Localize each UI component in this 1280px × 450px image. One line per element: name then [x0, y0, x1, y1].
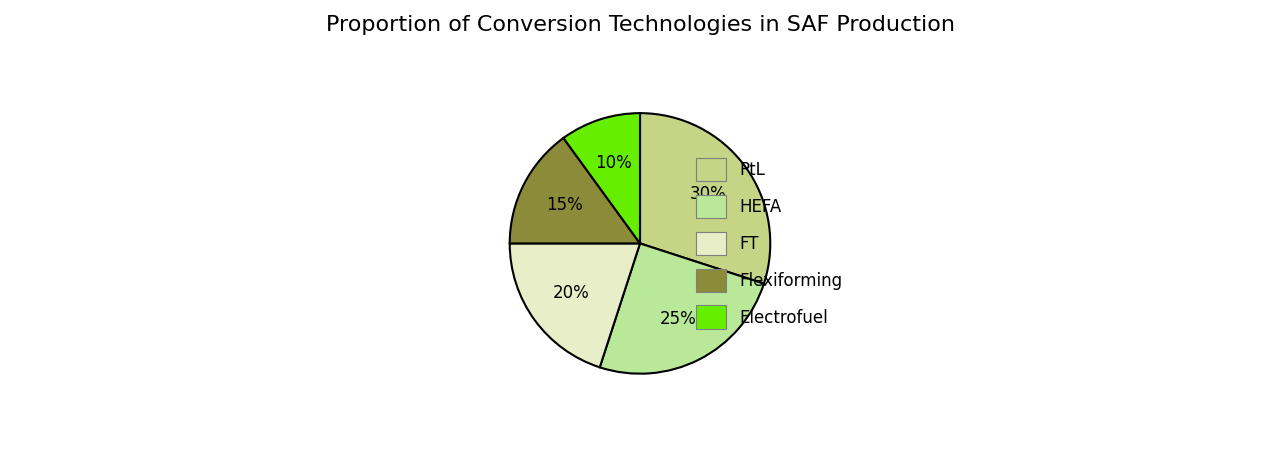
Wedge shape: [640, 113, 771, 284]
Text: 25%: 25%: [660, 310, 696, 328]
Wedge shape: [563, 113, 640, 243]
Text: 30%: 30%: [690, 184, 727, 202]
Text: 10%: 10%: [595, 154, 632, 172]
Wedge shape: [600, 243, 764, 374]
Wedge shape: [509, 138, 640, 243]
Title: Proportion of Conversion Technologies in SAF Production: Proportion of Conversion Technologies in…: [325, 15, 955, 35]
Wedge shape: [509, 243, 640, 367]
Text: 15%: 15%: [547, 196, 582, 214]
Legend: PtL, HEFA, FT, Flexiforming, Electrofuel: PtL, HEFA, FT, Flexiforming, Electrofuel: [678, 141, 859, 346]
Text: 20%: 20%: [553, 284, 590, 302]
